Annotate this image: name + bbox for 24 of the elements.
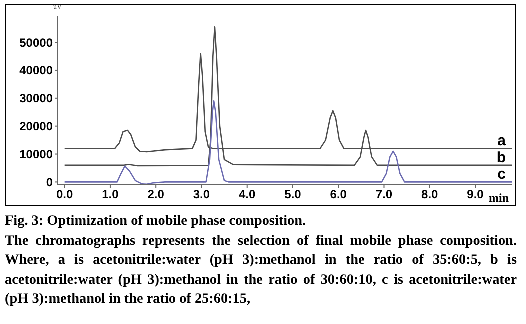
y-tick-label: 20000	[20, 120, 54, 134]
text: Fig. 3: Optimization of mobile phase composition.	[5, 212, 308, 231]
y-tick-label: 50000	[20, 36, 54, 50]
x-tick-label: 7.0	[376, 188, 393, 202]
series-label: b	[496, 149, 506, 166]
line-series	[64, 26, 512, 167]
series-label: c	[498, 166, 506, 184]
x-tick-label: 4.0	[239, 188, 256, 202]
x-tick-label: 9.0	[467, 188, 484, 202]
series-label: a	[498, 132, 507, 150]
y-tick-label: 40000	[20, 64, 54, 78]
x-tick-label: 5.0	[284, 188, 302, 202]
y-tick-label: 0	[46, 175, 54, 190]
x-tick-label: 3.0	[193, 188, 210, 202]
x-tick-label: 1.0	[102, 188, 120, 202]
y-tick-label: 10000	[20, 148, 54, 162]
y-tick-label: 30000	[20, 92, 54, 106]
x-tick-label: 6.0	[330, 188, 348, 202]
x-axis-title: min	[488, 191, 510, 205]
x-tick-label: 8.0	[422, 188, 439, 202]
line-series	[64, 100, 512, 185]
text: The chromatographs represents the selection of final mobile phase composition. Where, a is acetonitrile:water (pH 3):methanol in the ratio of 35:60:5, b is acetonitrile:water (pH 3):methanol in the ratio of 30:60:10, c is acetonitrile:water (pH 3):methanol in the ratio of 25:60:15,	[5, 232, 517, 309]
x-tick-label: 2.0	[148, 188, 165, 202]
x-tick-label: 0.0	[56, 188, 74, 202]
